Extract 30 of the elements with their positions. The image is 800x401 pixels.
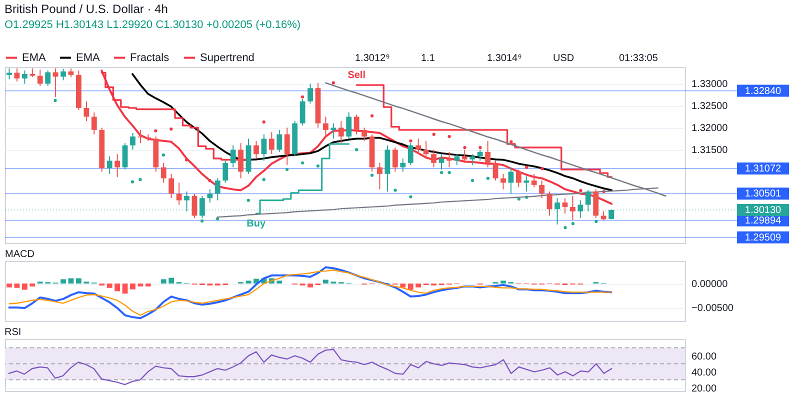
- legend-label: Fractals: [130, 52, 170, 64]
- legend-label: EMA: [76, 52, 100, 64]
- text: 1.3014⁹: [487, 53, 522, 64]
- y-tick-label: 60.00: [692, 351, 717, 362]
- text: 1.3012⁹: [355, 53, 390, 64]
- ref-line-label: 1.29509: [744, 232, 782, 244]
- legend-label: EMA: [22, 52, 46, 64]
- annotation: Sell: [348, 70, 366, 82]
- chart-title: MACD: [5, 249, 34, 260]
- ref-line-label: 1.30501: [744, 188, 782, 200]
- y-tick-label: 1.32500: [692, 101, 728, 112]
- annotation: Buy: [246, 218, 266, 230]
- legend-label: Supertrend: [200, 52, 254, 64]
- y-tick-label: 1.32000: [692, 123, 728, 134]
- text: USD: [553, 53, 574, 64]
- y-tick-label: 0.00000: [692, 279, 728, 290]
- chart-subtitle: O1.29925 H1.30143 L1.29920 C1.30130 +0.00205 (+0.16%): [4, 19, 301, 31]
- y-tick-label: 20.00: [692, 383, 717, 394]
- ref-line-label: 1.32840: [744, 86, 782, 97]
- y-tick-label: 1.33000: [692, 79, 728, 90]
- text: 1.1: [421, 53, 436, 64]
- chart-title: British Pound / U.S. Dollar · 4h: [4, 2, 168, 16]
- y-tick-label: 1.31500: [692, 145, 728, 156]
- y-tick-label: 40.00: [692, 367, 717, 378]
- ref-line-label: 1.31072: [744, 164, 782, 175]
- text: 01:33:05: [619, 53, 658, 64]
- ref-line-label: 1.30130: [744, 205, 782, 216]
- ref-line-label: 1.29894: [744, 215, 782, 226]
- chart-title: RSI: [4, 327, 22, 338]
- y-tick-label: −0.00500: [692, 303, 734, 314]
